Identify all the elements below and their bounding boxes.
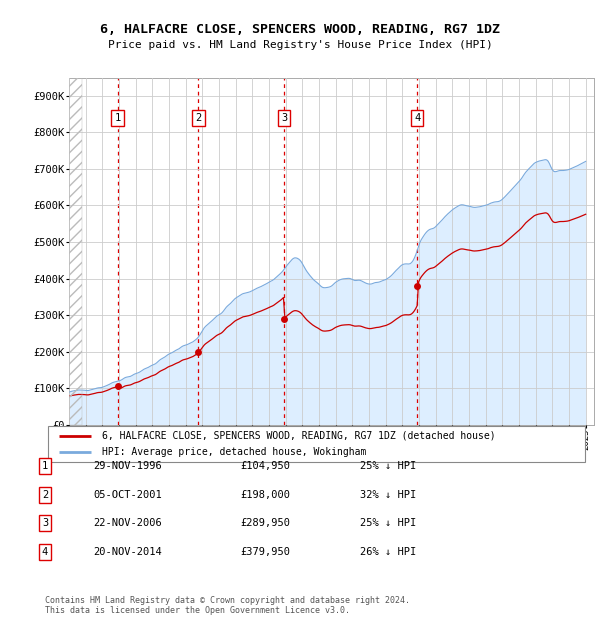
Text: 1: 1 xyxy=(115,113,121,123)
Text: 1: 1 xyxy=(42,461,48,471)
Text: 6, HALFACRE CLOSE, SPENCERS WOOD, READING, RG7 1DZ: 6, HALFACRE CLOSE, SPENCERS WOOD, READIN… xyxy=(100,24,500,36)
Text: 32% ↓ HPI: 32% ↓ HPI xyxy=(360,490,416,500)
Text: 2: 2 xyxy=(195,113,202,123)
Text: Contains HM Land Registry data © Crown copyright and database right 2024.
This d: Contains HM Land Registry data © Crown c… xyxy=(45,596,410,615)
Text: 4: 4 xyxy=(42,547,48,557)
Text: £104,950: £104,950 xyxy=(240,461,290,471)
FancyBboxPatch shape xyxy=(48,426,585,462)
Text: Price paid vs. HM Land Registry's House Price Index (HPI): Price paid vs. HM Land Registry's House … xyxy=(107,40,493,50)
Text: 29-NOV-1996: 29-NOV-1996 xyxy=(93,461,162,471)
Text: 26% ↓ HPI: 26% ↓ HPI xyxy=(360,547,416,557)
Text: £289,950: £289,950 xyxy=(240,518,290,528)
Text: 25% ↓ HPI: 25% ↓ HPI xyxy=(360,461,416,471)
Text: 3: 3 xyxy=(281,113,287,123)
Text: 6, HALFACRE CLOSE, SPENCERS WOOD, READING, RG7 1DZ (detached house): 6, HALFACRE CLOSE, SPENCERS WOOD, READIN… xyxy=(102,431,496,441)
Text: 4: 4 xyxy=(414,113,420,123)
Text: HPI: Average price, detached house, Wokingham: HPI: Average price, detached house, Woki… xyxy=(102,447,366,457)
Text: 05-OCT-2001: 05-OCT-2001 xyxy=(93,490,162,500)
Text: £198,000: £198,000 xyxy=(240,490,290,500)
Text: 3: 3 xyxy=(42,518,48,528)
Text: £379,950: £379,950 xyxy=(240,547,290,557)
Text: 2: 2 xyxy=(42,490,48,500)
Text: 20-NOV-2014: 20-NOV-2014 xyxy=(93,547,162,557)
Text: 22-NOV-2006: 22-NOV-2006 xyxy=(93,518,162,528)
Text: 25% ↓ HPI: 25% ↓ HPI xyxy=(360,518,416,528)
